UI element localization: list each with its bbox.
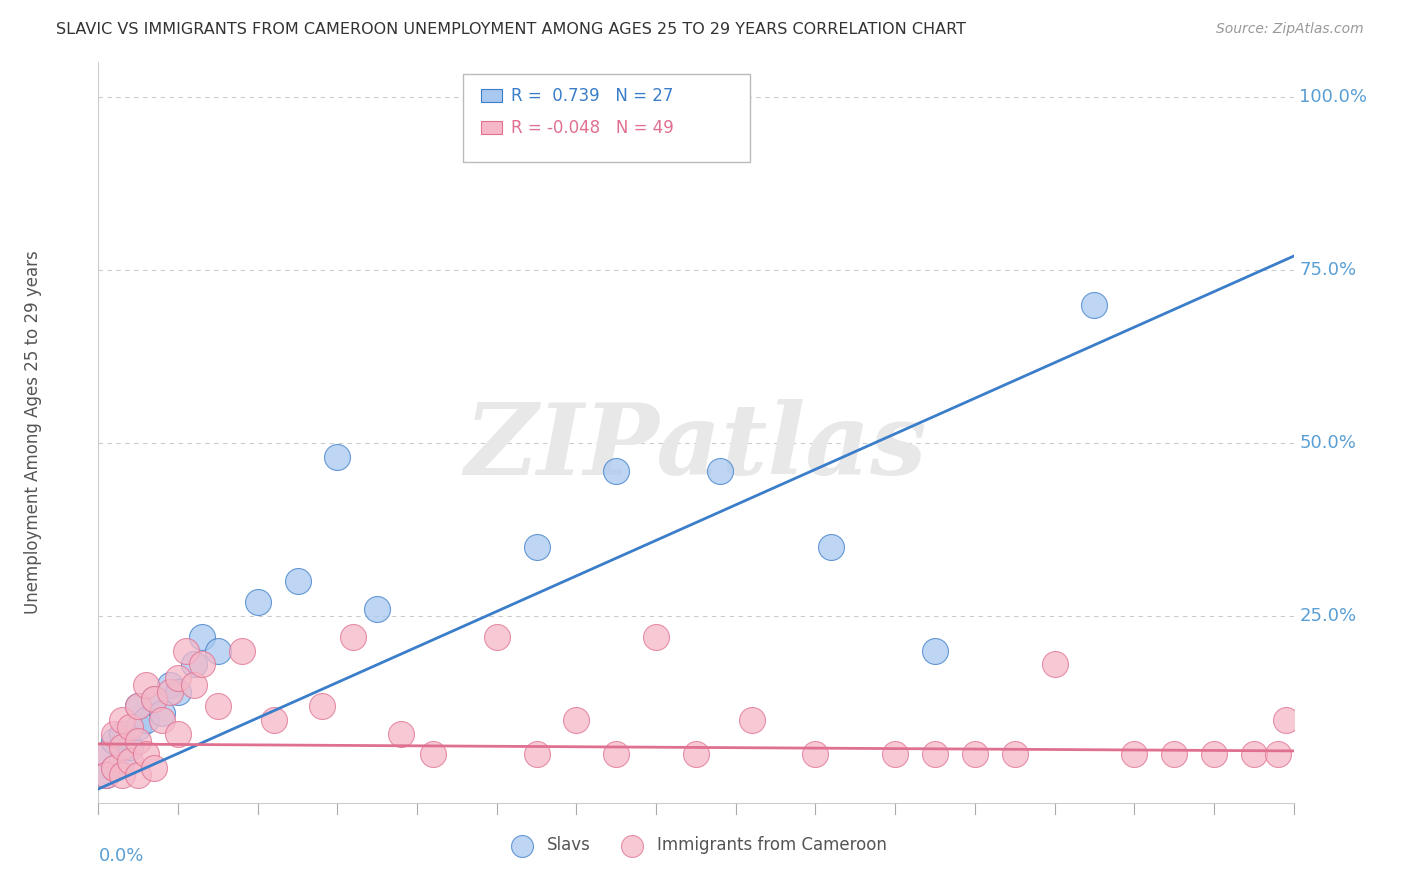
Point <box>127 698 149 713</box>
Point <box>924 643 946 657</box>
Text: Source: ZipAtlas.com: Source: ZipAtlas.com <box>1216 22 1364 37</box>
Point <box>422 747 444 762</box>
Point <box>884 747 907 762</box>
Point <box>685 747 707 762</box>
Point <box>1004 747 1026 762</box>
Point <box>565 713 588 727</box>
Point <box>103 733 125 747</box>
Point <box>111 740 134 755</box>
Point <box>1043 657 1066 672</box>
Point <box>183 657 205 672</box>
Point <box>1267 747 1289 762</box>
Text: 0.0%: 0.0% <box>98 847 143 865</box>
Point <box>1083 297 1105 311</box>
Point <box>127 733 149 747</box>
Point <box>135 747 157 762</box>
Point <box>135 678 157 692</box>
Point <box>96 747 118 762</box>
Bar <box>481 121 502 135</box>
Point <box>1243 747 1265 762</box>
Point <box>111 726 134 740</box>
Point <box>1163 747 1185 762</box>
Point <box>924 747 946 762</box>
Text: Unemployment Among Ages 25 to 29 years: Unemployment Among Ages 25 to 29 years <box>24 251 42 615</box>
Point <box>526 747 548 762</box>
Point <box>645 630 668 644</box>
Text: 25.0%: 25.0% <box>1299 607 1357 625</box>
Point <box>135 713 157 727</box>
Point <box>96 747 118 762</box>
Point <box>191 657 214 672</box>
Point <box>167 685 190 699</box>
Point <box>159 678 181 692</box>
Point <box>143 692 166 706</box>
Point <box>741 713 763 727</box>
Point <box>804 747 827 762</box>
Point <box>1202 747 1225 762</box>
Point <box>207 643 229 657</box>
Bar <box>481 89 502 103</box>
Text: 50.0%: 50.0% <box>1299 434 1357 452</box>
Point <box>111 713 134 727</box>
Text: ZIPatlas: ZIPatlas <box>465 400 927 496</box>
Legend: Slavs, Immigrants from Cameroon: Slavs, Immigrants from Cameroon <box>498 830 894 861</box>
Point <box>174 643 197 657</box>
Point <box>605 747 627 762</box>
Point <box>342 630 364 644</box>
Point <box>191 630 214 644</box>
Point <box>207 698 229 713</box>
Point <box>605 464 627 478</box>
Point <box>127 720 149 734</box>
Point <box>820 540 842 554</box>
Point <box>263 713 285 727</box>
Point <box>311 698 333 713</box>
Point <box>96 768 118 782</box>
Text: SLAVIC VS IMMIGRANTS FROM CAMEROON UNEMPLOYMENT AMONG AGES 25 TO 29 YEARS CORREL: SLAVIC VS IMMIGRANTS FROM CAMEROON UNEMP… <box>56 22 966 37</box>
Point <box>111 754 134 768</box>
Point <box>143 761 166 775</box>
Point <box>389 726 412 740</box>
Point <box>1274 713 1296 727</box>
Point <box>127 768 149 782</box>
Point <box>120 720 142 734</box>
Text: R =  0.739   N = 27: R = 0.739 N = 27 <box>510 87 673 104</box>
Point <box>485 630 508 644</box>
Point <box>159 685 181 699</box>
Point <box>96 768 118 782</box>
Point <box>287 574 309 589</box>
Point <box>103 761 125 775</box>
Point <box>150 706 173 720</box>
Point <box>150 713 173 727</box>
Point <box>183 678 205 692</box>
Point <box>709 464 731 478</box>
Point <box>103 761 125 775</box>
Point <box>143 692 166 706</box>
Point <box>167 671 190 685</box>
Point <box>103 726 125 740</box>
Point <box>963 747 986 762</box>
Point <box>1123 747 1146 762</box>
Text: 75.0%: 75.0% <box>1299 261 1357 279</box>
Text: 100.0%: 100.0% <box>1299 88 1368 106</box>
Point <box>167 726 190 740</box>
Point <box>231 643 253 657</box>
Point <box>127 698 149 713</box>
Point <box>366 602 388 616</box>
Point <box>120 754 142 768</box>
Point <box>111 768 134 782</box>
Point <box>246 595 269 609</box>
Text: R = -0.048   N = 49: R = -0.048 N = 49 <box>510 119 673 136</box>
Point <box>120 740 142 755</box>
Point <box>526 540 548 554</box>
FancyBboxPatch shape <box>463 73 749 162</box>
Point <box>326 450 349 464</box>
